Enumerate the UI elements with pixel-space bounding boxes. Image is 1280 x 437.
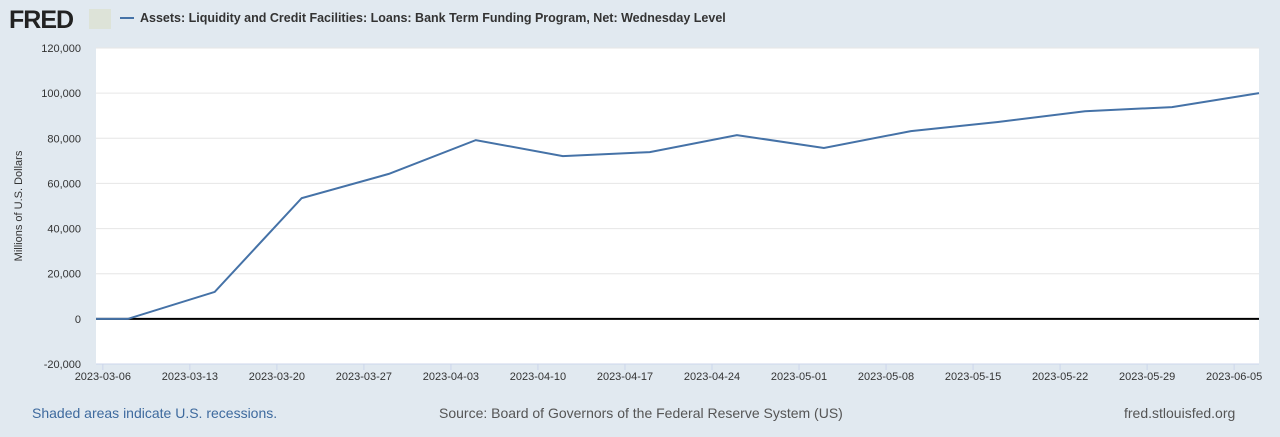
site-link[interactable]: fred.stlouisfed.org [1124, 405, 1236, 421]
x-tick-label: 2023-04-10 [510, 371, 566, 383]
x-tick-label: 2023-05-01 [771, 371, 827, 383]
y-tick-label: 120,000 [41, 43, 81, 55]
x-tick-label: 2023-05-08 [858, 371, 914, 383]
x-tick-label: 2023-03-06 [75, 371, 131, 383]
legend-label: Assets: Liquidity and Credit Facilities:… [140, 11, 726, 25]
y-tick-label: 100,000 [41, 88, 81, 100]
recessions-note: Shaded areas indicate U.S. recessions. [32, 405, 278, 421]
fred-logo[interactable]: FRED [9, 6, 74, 34]
y-tick-label: 0 [75, 314, 81, 326]
legend-swatch [120, 17, 134, 19]
y-axis-label: Millions of U.S. Dollars [13, 150, 25, 261]
y-tick-label: -20,000 [44, 359, 81, 371]
x-tick-label: 2023-03-27 [336, 371, 392, 383]
x-tick-label: 2023-04-24 [684, 371, 740, 383]
source-note: Source: Board of Governors of the Federa… [439, 405, 843, 421]
chart-icon [89, 9, 111, 29]
x-tick-label: 2023-06-05 [1206, 371, 1262, 383]
y-tick-label: 20,000 [47, 269, 81, 281]
y-tick-label: 60,000 [47, 178, 81, 190]
x-tick-label: 2023-04-03 [423, 371, 479, 383]
x-tick-label: 2023-05-29 [1119, 371, 1175, 383]
series-line [96, 92, 1260, 320]
x-tick-label: 2023-03-20 [249, 371, 305, 383]
plot-area [96, 48, 1259, 364]
x-tick-label: 2023-05-22 [1032, 371, 1088, 383]
x-tick-label: 2023-04-17 [597, 371, 653, 383]
y-tick-label: 40,000 [47, 224, 81, 236]
x-tick-label: 2023-05-15 [945, 371, 1001, 383]
legend-item[interactable]: Assets: Liquidity and Credit Facilities:… [120, 11, 726, 25]
x-tick-label: 2023-03-13 [162, 371, 218, 383]
y-tick-label: 80,000 [47, 133, 81, 145]
